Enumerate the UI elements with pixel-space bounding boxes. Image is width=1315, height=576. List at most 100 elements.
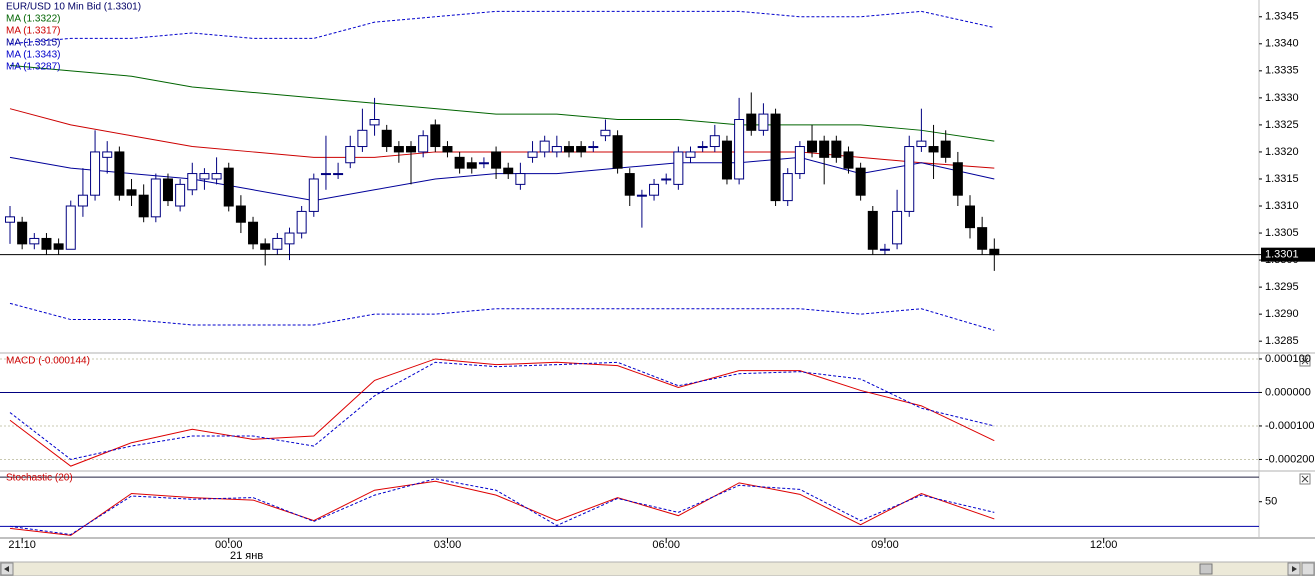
candle-body bbox=[746, 113, 757, 131]
candle-body bbox=[333, 173, 344, 176]
candle-body bbox=[369, 118, 380, 126]
candle-body bbox=[685, 151, 696, 158]
indicator-line bbox=[9, 10, 995, 45]
legend-entry: MA (1.3287) bbox=[6, 62, 60, 73]
candle-body bbox=[53, 243, 64, 250]
candle-body bbox=[612, 135, 623, 169]
candle-body bbox=[916, 140, 927, 148]
candle-body bbox=[989, 248, 1000, 256]
candle-body bbox=[150, 178, 161, 218]
candle-body bbox=[576, 146, 587, 153]
candle-body bbox=[636, 194, 647, 197]
candle-body bbox=[588, 146, 599, 149]
legend-entry: MA (1.3317) bbox=[6, 26, 60, 37]
indicator-line bbox=[9, 478, 995, 536]
candle-body bbox=[661, 178, 672, 181]
candle-body bbox=[928, 146, 939, 153]
y-tick-label: 1.3335 bbox=[1265, 65, 1299, 77]
candle-body bbox=[600, 129, 611, 137]
candle-body bbox=[843, 151, 854, 169]
candle-body bbox=[831, 140, 842, 158]
candle-body bbox=[199, 173, 210, 180]
candle-body bbox=[430, 124, 441, 148]
candle-body bbox=[272, 237, 283, 250]
candle-body bbox=[551, 146, 562, 153]
scroll-thumb[interactable] bbox=[1199, 563, 1213, 575]
arrow-icon bbox=[1292, 566, 1297, 572]
candle-body bbox=[162, 178, 173, 202]
candle-body bbox=[284, 232, 295, 245]
x-tick-label: 09:00 bbox=[871, 539, 899, 551]
candle-body bbox=[563, 146, 574, 153]
candle-body bbox=[126, 189, 137, 196]
scrollbar[interactable] bbox=[0, 561, 1315, 576]
candle-body bbox=[114, 151, 125, 196]
candle-body bbox=[65, 205, 76, 250]
candle-body bbox=[807, 140, 818, 153]
candle-body bbox=[102, 151, 113, 158]
last-price-label: 1.3301 bbox=[1265, 249, 1299, 261]
candle-body bbox=[977, 227, 988, 250]
legend-title: EUR/USD 10 Min Bid (1.3301) bbox=[6, 2, 141, 13]
close-buttons bbox=[1299, 355, 1311, 485]
y-tick-label: 1.3345 bbox=[1265, 11, 1299, 23]
candle-body bbox=[442, 146, 453, 153]
candle-body bbox=[466, 162, 477, 169]
candle-body bbox=[782, 173, 793, 202]
x-tick-label: 21:10 bbox=[8, 539, 36, 551]
date-label: 21 янв bbox=[230, 550, 263, 562]
candle-body bbox=[649, 183, 660, 196]
panel-title: MACD (-0.000144) bbox=[6, 356, 90, 367]
candle-body bbox=[5, 216, 16, 223]
candle-body bbox=[357, 129, 368, 148]
y-tick-label: 1.3285 bbox=[1265, 335, 1299, 347]
candle-body bbox=[527, 151, 538, 158]
candle-body bbox=[248, 221, 259, 245]
scroll-track[interactable] bbox=[0, 561, 1315, 576]
candle-body bbox=[29, 237, 40, 245]
indicator-line bbox=[9, 64, 995, 142]
last-price-box bbox=[1261, 247, 1315, 262]
scroll-end[interactable] bbox=[1301, 562, 1315, 576]
candle-body bbox=[320, 173, 331, 176]
candle-body bbox=[90, 151, 101, 196]
candle-body bbox=[235, 205, 246, 223]
y-tick-label: 50 bbox=[1265, 496, 1277, 508]
candle-body bbox=[624, 173, 635, 196]
candle-body bbox=[406, 146, 417, 153]
candle-body bbox=[952, 162, 963, 196]
candle-body bbox=[721, 140, 732, 180]
candle-body bbox=[478, 162, 489, 165]
candle-body bbox=[393, 146, 404, 153]
y-tick-label: 1.3310 bbox=[1265, 200, 1299, 212]
candle-body bbox=[879, 248, 890, 251]
candle-body bbox=[296, 210, 307, 234]
candle-body bbox=[454, 156, 465, 169]
candle-body bbox=[770, 113, 781, 202]
candle-body bbox=[697, 146, 708, 149]
indicator-line bbox=[9, 480, 995, 536]
candle-body bbox=[503, 167, 514, 175]
candle-body bbox=[904, 146, 915, 212]
y-tick-label: 1.3290 bbox=[1265, 308, 1299, 320]
y-tick-label: -0.000200 bbox=[1265, 453, 1315, 465]
candle-body bbox=[794, 146, 805, 175]
y-tick-label: 1.3305 bbox=[1265, 227, 1299, 239]
candle-body bbox=[491, 151, 502, 169]
candle-body bbox=[17, 221, 28, 245]
candle-body bbox=[381, 129, 392, 148]
candle-body bbox=[41, 237, 52, 250]
candle-body bbox=[223, 167, 234, 207]
panel-title: Stochastic (20) bbox=[6, 473, 73, 484]
candle-body bbox=[539, 140, 550, 153]
indicator-line bbox=[9, 361, 995, 460]
candle-body bbox=[138, 194, 149, 218]
candle-body bbox=[709, 135, 720, 148]
candle-body bbox=[345, 146, 356, 164]
candle-body bbox=[77, 194, 88, 207]
x-tick-label: 03:00 bbox=[434, 539, 462, 551]
x-tick-label: 12:00 bbox=[1090, 539, 1118, 551]
candle-body bbox=[855, 167, 866, 196]
